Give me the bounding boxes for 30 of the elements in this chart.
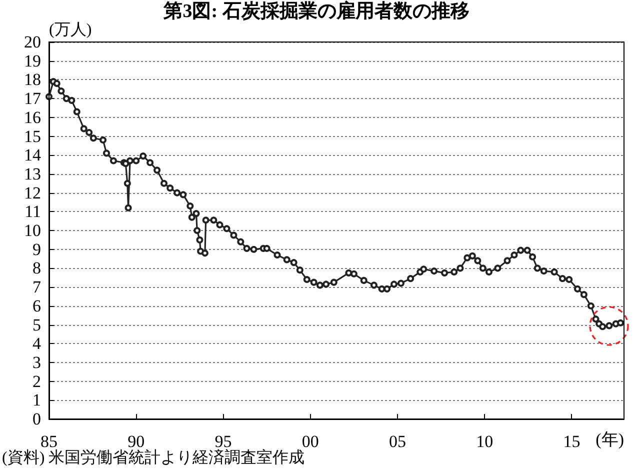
y-tick-label: 10 — [24, 221, 41, 240]
y-tick-label: 15 — [24, 126, 41, 146]
y-tick-label: 14 — [24, 146, 42, 165]
y-tick-label: 9 — [32, 240, 41, 259]
y-tick-label: 20 — [24, 32, 41, 52]
y-tick-label: 1 — [32, 390, 41, 410]
x-tick-label: 05 — [388, 432, 406, 451]
text: (資料) 米国労働省統計より経済調査室作成 — [2, 448, 305, 466]
y-tick-label: 0 — [32, 410, 41, 428]
y-tick-label: 19 — [24, 51, 41, 70]
y-tick-label: 2 — [32, 372, 41, 391]
y-tick-label: 5 — [32, 315, 41, 334]
x-tick-label: 15 — [563, 432, 580, 451]
x-tick-label: 90 — [128, 432, 145, 451]
chart-title: 第3図: 石炭採掘業の雇用者数の推移 — [162, 0, 470, 22]
y-tick-label: 7 — [32, 278, 42, 297]
x-tick-label: 10 — [476, 432, 494, 451]
y-tick-label: 18 — [24, 70, 41, 90]
x-tick-label: 00 — [302, 432, 319, 451]
y-tick-label: 11 — [24, 202, 41, 222]
y-tick-label: 16 — [24, 108, 41, 127]
y-tick-label: 17 — [24, 89, 42, 108]
y-tick-label: 4 — [32, 334, 42, 354]
y-tick-label: 13 — [24, 164, 41, 184]
y-tick-label: 12 — [24, 183, 41, 202]
y-axis-title: (万人) — [49, 22, 92, 38]
y-tick-label: 8 — [32, 258, 41, 278]
y-tick-label: 6 — [32, 296, 41, 316]
y-tick-label: 3 — [32, 352, 41, 372]
x-axis-title: (年) — [596, 430, 624, 449]
